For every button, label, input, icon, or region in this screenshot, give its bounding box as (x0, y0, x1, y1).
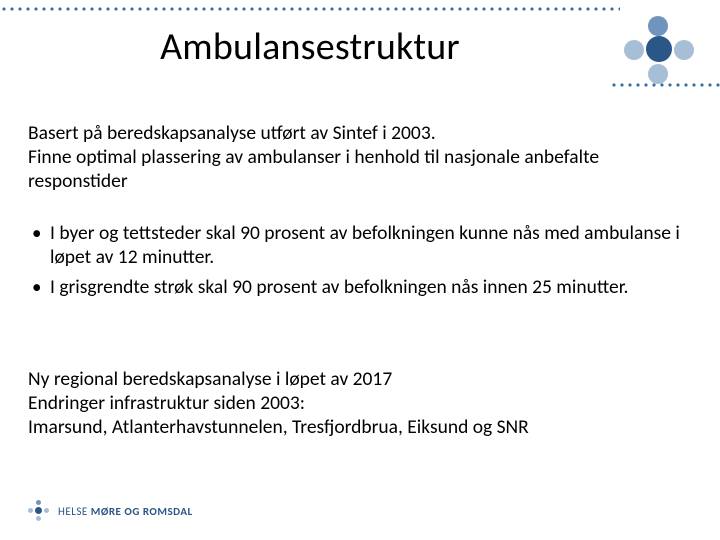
page-title: Ambulansestruktur (0, 24, 620, 70)
cluster-dot-icon (646, 36, 672, 62)
outro-line: Endringer infrastruktur siden 2003: (28, 392, 680, 416)
cluster-dot-icon (648, 16, 668, 36)
outro-paragraph: Ny regional beredskapsanalyse i løpet av… (28, 368, 680, 439)
outro-line: Ny regional beredskapsanalyse i løpet av… (28, 368, 680, 392)
footer-logo-icon (28, 500, 50, 522)
intro-line: Basert på beredskapsanalyse utført av Si… (28, 122, 680, 146)
list-item: I byer og tettsteder skal 90 prosent av … (28, 222, 680, 270)
intro-paragraph: Basert på beredskapsanalyse utført av Si… (28, 122, 680, 193)
cluster-dot-icon (624, 40, 644, 60)
intro-line: Finne optimal plassering av ambulanser i… (28, 146, 680, 194)
corner-logo-cluster (614, 16, 702, 88)
slide: Ambulansestruktur Basert på beredskapsan… (0, 0, 720, 540)
footer-brand-text: HELSE MØRE OG ROMSDAL (58, 505, 193, 518)
bullet-list: I byer og tettsteder skal 90 prosent av … (28, 222, 680, 305)
list-item: I grisgrendte strøk skal 90 prosent av b… (28, 276, 680, 300)
outro-line: Imarsund, Atlanterhavstunnelen, Tresfjor… (28, 416, 680, 440)
footer-brand-prefix: HELSE (58, 505, 91, 518)
footer-logo: HELSE MØRE OG ROMSDAL (28, 500, 193, 522)
cluster-dot-icon (648, 64, 668, 84)
footer-brand-name: MØRE OG ROMSDAL (91, 505, 193, 518)
top-dotted-border (0, 6, 620, 12)
cluster-dot-icon (674, 40, 694, 60)
